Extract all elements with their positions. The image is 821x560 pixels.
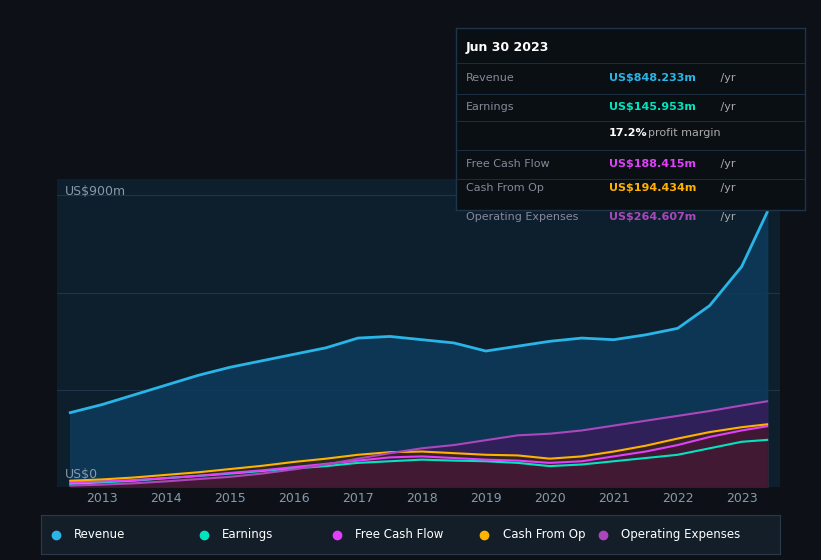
Text: /yr: /yr [717,212,735,222]
Text: Jun 30 2023: Jun 30 2023 [466,41,549,54]
Text: Revenue: Revenue [75,528,126,542]
Text: US$900m: US$900m [65,185,126,198]
Text: /yr: /yr [717,102,735,112]
Text: Earnings: Earnings [466,102,515,112]
Text: Free Cash Flow: Free Cash Flow [355,528,443,542]
Text: US$264.607m: US$264.607m [609,212,696,222]
Text: US$194.434m: US$194.434m [609,183,696,193]
Text: US$145.953m: US$145.953m [609,102,696,112]
Text: /yr: /yr [717,158,735,169]
Text: Cash From Op: Cash From Op [502,528,585,542]
Text: US$848.233m: US$848.233m [609,73,696,83]
Text: Revenue: Revenue [466,73,515,83]
Text: Free Cash Flow: Free Cash Flow [466,158,550,169]
Text: /yr: /yr [717,73,735,83]
Text: Cash From Op: Cash From Op [466,183,544,193]
Text: Earnings: Earnings [222,528,273,542]
Text: 17.2%: 17.2% [609,128,648,138]
Text: Operating Expenses: Operating Expenses [621,528,741,542]
Text: profit margin: profit margin [648,128,720,138]
Text: /yr: /yr [717,183,735,193]
Text: US$188.415m: US$188.415m [609,158,696,169]
Text: US$0: US$0 [65,468,98,481]
Text: Operating Expenses: Operating Expenses [466,212,579,222]
